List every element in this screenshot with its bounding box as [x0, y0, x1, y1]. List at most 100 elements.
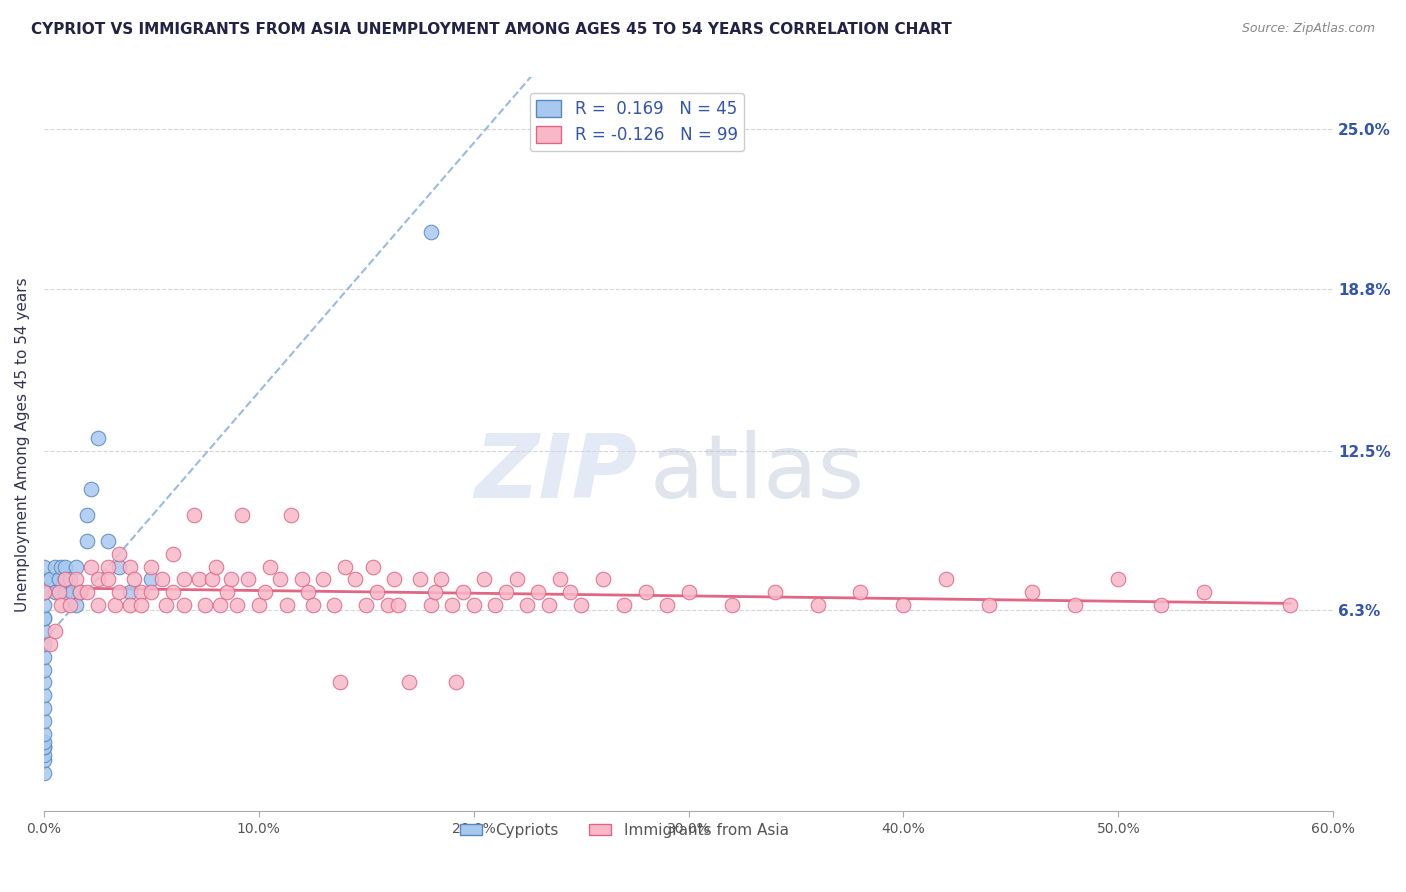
- Point: [463, 598, 485, 612]
- Point: [80, 559, 103, 574]
- Point: [32, 624, 55, 638]
- Point: [155, 598, 177, 612]
- Point: [32, 753, 55, 767]
- Point: [527, 585, 550, 599]
- Point: [49, 559, 72, 574]
- Point: [979, 598, 1001, 612]
- Point: [613, 598, 636, 612]
- Point: [32, 649, 55, 664]
- Point: [194, 598, 217, 612]
- Point: [1021, 585, 1043, 599]
- Point: [269, 573, 291, 587]
- Point: [1107, 573, 1129, 587]
- Point: [173, 573, 195, 587]
- Point: [32, 765, 55, 780]
- Point: [183, 508, 205, 522]
- Point: [69, 585, 91, 599]
- Text: atlas: atlas: [650, 430, 865, 517]
- Point: [97, 573, 120, 587]
- Point: [505, 573, 527, 587]
- Point: [32, 747, 55, 762]
- Point: [1150, 598, 1173, 612]
- Point: [48, 585, 70, 599]
- Point: [118, 598, 141, 612]
- Point: [398, 675, 420, 690]
- Point: [118, 559, 141, 574]
- Point: [254, 585, 277, 599]
- Point: [231, 508, 253, 522]
- Point: [409, 573, 432, 587]
- Point: [209, 598, 232, 612]
- Point: [329, 675, 352, 690]
- Point: [247, 598, 270, 612]
- Point: [204, 559, 226, 574]
- Point: [32, 611, 55, 625]
- Point: [32, 598, 55, 612]
- Point: [259, 559, 281, 574]
- Point: [76, 533, 98, 548]
- Point: [48, 573, 70, 587]
- Point: [97, 559, 120, 574]
- Point: [80, 483, 103, 497]
- Point: [32, 637, 55, 651]
- Point: [344, 573, 367, 587]
- Point: [39, 637, 62, 651]
- Point: [366, 585, 388, 599]
- Point: [86, 431, 108, 445]
- Point: [634, 585, 657, 599]
- Point: [76, 585, 98, 599]
- Point: [32, 727, 55, 741]
- Point: [122, 573, 145, 587]
- Point: [569, 598, 592, 612]
- Point: [32, 739, 55, 754]
- Point: [86, 598, 108, 612]
- Point: [236, 573, 259, 587]
- Point: [97, 533, 120, 548]
- Point: [60, 585, 83, 599]
- Point: [44, 559, 66, 574]
- Point: [32, 675, 55, 690]
- Text: Source: ZipAtlas.com: Source: ZipAtlas.com: [1241, 22, 1375, 36]
- Point: [32, 585, 55, 599]
- Point: [59, 598, 82, 612]
- Point: [32, 689, 55, 703]
- Point: [935, 573, 957, 587]
- Point: [141, 573, 163, 587]
- Point: [32, 585, 55, 599]
- Point: [361, 559, 384, 574]
- Point: [301, 598, 323, 612]
- Y-axis label: Unemployment Among Ages 45 to 54 years: Unemployment Among Ages 45 to 54 years: [15, 277, 30, 612]
- Point: [200, 573, 222, 587]
- Point: [53, 573, 76, 587]
- Point: [655, 598, 678, 612]
- Legend: Cypriots, Immigrants from Asia: Cypriots, Immigrants from Asia: [453, 817, 794, 844]
- Point: [1194, 585, 1216, 599]
- Point: [323, 598, 346, 612]
- Point: [451, 585, 474, 599]
- Point: [276, 598, 298, 612]
- Point: [187, 573, 209, 587]
- Point: [763, 585, 786, 599]
- Point: [516, 598, 538, 612]
- Point: [150, 573, 173, 587]
- Point: [32, 739, 55, 754]
- Point: [32, 585, 55, 599]
- Point: [162, 547, 184, 561]
- Point: [430, 573, 453, 587]
- Point: [108, 559, 131, 574]
- Point: [387, 598, 409, 612]
- Point: [173, 598, 195, 612]
- Point: [104, 598, 127, 612]
- Point: [382, 573, 405, 587]
- Point: [806, 598, 828, 612]
- Point: [893, 598, 915, 612]
- Point: [65, 598, 87, 612]
- Point: [377, 598, 399, 612]
- Point: [32, 734, 55, 748]
- Point: [53, 559, 76, 574]
- Point: [548, 573, 571, 587]
- Point: [1064, 598, 1087, 612]
- Point: [69, 585, 91, 599]
- Point: [32, 573, 55, 587]
- Point: [354, 598, 377, 612]
